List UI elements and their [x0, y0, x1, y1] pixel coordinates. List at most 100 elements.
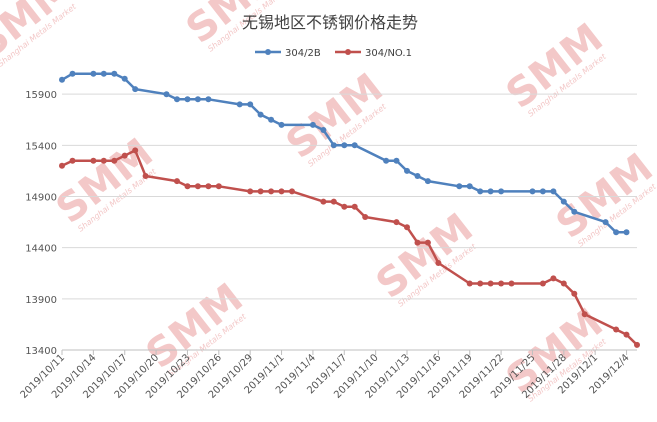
data-point [414, 239, 421, 246]
data-point [278, 121, 285, 128]
data-point [320, 198, 327, 205]
data-point [498, 280, 505, 287]
data-point [257, 188, 264, 195]
data-point [424, 178, 431, 185]
data-point [634, 341, 640, 348]
data-point [393, 219, 400, 226]
legend-label: 304/NO.1 [365, 48, 412, 59]
data-point [278, 188, 285, 195]
data-point [184, 183, 191, 190]
data-point [404, 167, 410, 174]
data-point [498, 188, 505, 195]
data-point [341, 142, 348, 149]
data-point [69, 157, 76, 164]
data-point [571, 208, 578, 215]
legend-marker [345, 49, 351, 55]
y-tick-label: 13400 [25, 346, 57, 357]
data-point [59, 76, 65, 83]
data-point [383, 157, 390, 164]
data-point [268, 116, 275, 123]
data-point [69, 70, 76, 77]
data-point [477, 188, 484, 195]
data-point [289, 188, 295, 195]
data-point [90, 157, 97, 164]
data-point [456, 183, 463, 190]
data-point [466, 183, 473, 190]
data-point [435, 260, 442, 266]
data-point [257, 111, 264, 118]
data-point [100, 157, 107, 164]
chart-title: 无锡地区不锈钢价格走势 [242, 13, 418, 32]
data-point [111, 70, 118, 77]
series-line [61, 72, 627, 234]
grid-layer [62, 93, 637, 351]
data-point [247, 188, 254, 195]
data-point [174, 178, 180, 185]
legend: 304/2B 304/NO.1 [255, 48, 412, 59]
data-point [487, 280, 494, 287]
data-point [132, 86, 139, 93]
data-point [320, 127, 327, 133]
data-point [560, 198, 567, 205]
data-point [184, 96, 191, 103]
data-point [59, 162, 65, 169]
data-point [194, 183, 201, 190]
legend-marker [265, 49, 271, 55]
data-point [581, 311, 588, 318]
data-point [613, 326, 620, 333]
data-point [362, 214, 369, 220]
data-point [404, 224, 410, 231]
data-point [309, 121, 316, 128]
data-point [508, 280, 515, 287]
data-point [132, 147, 139, 154]
legend-item: 304/NO.1 [335, 48, 412, 59]
data-point [163, 91, 170, 98]
y-tick-label: 15400 [25, 141, 57, 152]
data-point [174, 96, 180, 103]
series [59, 70, 630, 236]
data-point [341, 203, 348, 210]
data-point [623, 229, 630, 236]
legend-item: 304/2B [255, 48, 321, 59]
data-point [100, 70, 107, 77]
data-point [351, 142, 358, 149]
series [59, 147, 640, 348]
data-point [330, 142, 337, 149]
data-point [477, 280, 484, 287]
data-point [205, 96, 212, 103]
y-tick-label: 15900 [25, 90, 57, 101]
data-point [90, 70, 97, 77]
data-point [539, 188, 546, 195]
data-point [613, 229, 620, 236]
y-tick-label: 14400 [25, 244, 57, 255]
data-point [330, 198, 337, 205]
data-point [571, 290, 578, 297]
data-point [194, 96, 201, 103]
data-point [487, 188, 494, 195]
data-point [393, 157, 400, 164]
data-point [215, 183, 222, 190]
series-layer [59, 70, 640, 348]
data-point [424, 239, 431, 246]
data-point [539, 280, 546, 287]
legend-label: 304/2B [285, 48, 321, 59]
data-point [560, 280, 567, 287]
data-point [142, 173, 149, 179]
data-point [550, 188, 557, 195]
data-point [205, 183, 212, 190]
data-point [121, 152, 128, 159]
data-point [623, 331, 630, 338]
data-point [121, 75, 128, 82]
data-point [414, 173, 421, 179]
data-point [550, 275, 557, 282]
y-tick-label: 14900 [25, 193, 57, 204]
data-point [268, 188, 275, 195]
data-point [351, 203, 358, 210]
data-point [529, 188, 536, 195]
data-point [602, 219, 609, 226]
